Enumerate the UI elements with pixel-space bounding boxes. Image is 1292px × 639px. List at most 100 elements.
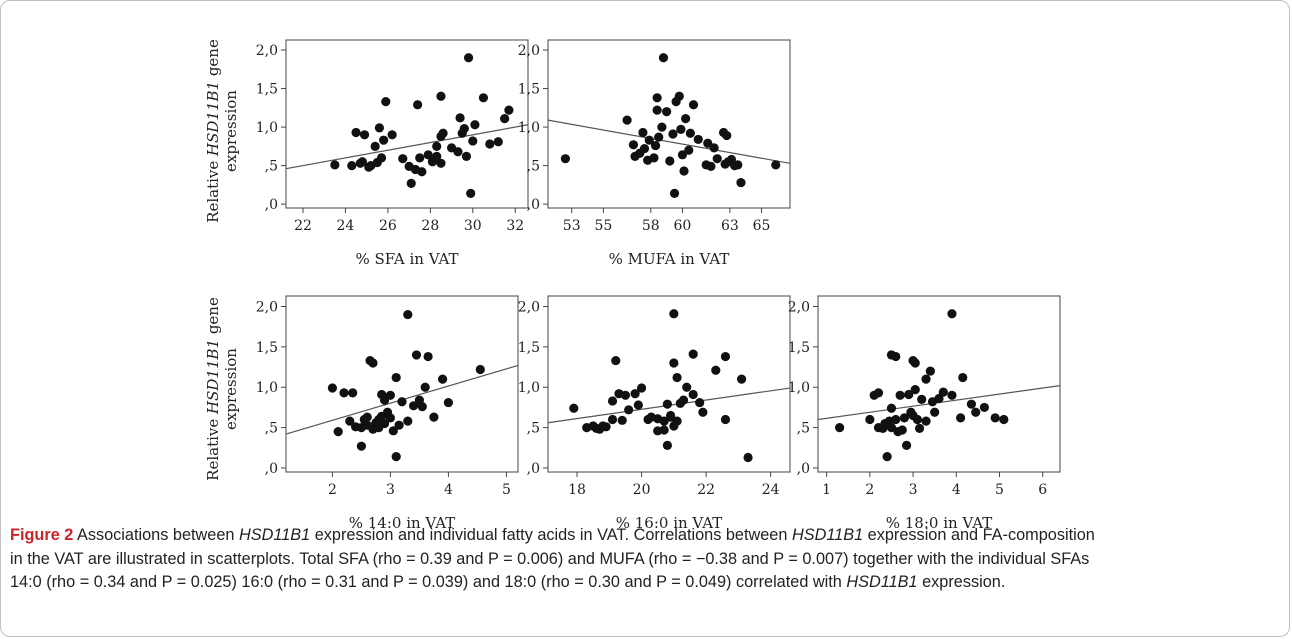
data-point [999,414,1009,425]
data-point [910,358,920,368]
x-tick-label: 5 [502,482,511,498]
data-point [432,141,442,151]
data-point [385,413,395,423]
data-point [736,177,746,188]
data-point [569,403,579,413]
data-point [411,350,422,360]
data-point [930,407,940,417]
y-tick-label: 1,0 [256,380,278,396]
data-point [423,150,433,160]
data-point [947,390,957,400]
data-point [417,402,427,412]
y-tick-label: ,5 [527,421,540,437]
x-tick-label: 24 [762,482,780,498]
caption-text: Associations between [73,526,239,544]
scatter-panel-1: ,0 ,5 1,0 1,5 2,0 22 24 26 28 30 32 % SFA in VAT [256,39,529,268]
data-point [500,114,510,124]
data-point [339,388,349,398]
data-point [362,412,372,422]
plot-frame [285,295,519,473]
y-tick-label: ,5 [527,159,540,175]
x-tick-label: 4 [952,482,961,498]
caption-label: Figure 2 [10,526,74,544]
data-point [409,401,419,411]
data-point [722,130,732,141]
data-point [438,128,448,138]
data-point [348,388,358,398]
data-point [650,140,661,151]
y-tick-label: 2,0 [256,43,278,59]
y-tick-label: 1,5 [518,340,540,356]
data-point [351,127,361,138]
data-point [347,161,357,171]
data-point [654,132,664,142]
data-point [658,53,669,63]
svg-text:Relative HSD11B1 gene: Relative HSD11B1 gene [204,39,222,223]
data-point [394,420,404,430]
data-point [357,157,368,167]
fit-line [285,124,529,170]
data-point [638,127,648,138]
data-point [886,403,897,413]
data-point [921,416,931,426]
x-tick-label: 24 [337,218,355,234]
data-point [703,138,713,148]
x-tick-label: 18 [568,482,586,498]
scatter-panel-4: ,0 ,5 1,0 1,5 2,0 18 20 22 24 % 16:0 in VAT [518,295,791,532]
data-point [423,351,433,362]
data-point [620,390,631,400]
y-tick-label: 2,0 [518,43,540,59]
data-point [910,385,920,395]
data-point [681,114,691,124]
gene-name: HSD11B1 [846,573,918,591]
data-point [891,351,901,362]
x-tick-label: 22 [294,218,312,234]
data-point [666,410,676,421]
x-tick-label: 6 [1038,482,1047,498]
figure-caption: Figure 2 Associations between HSD11B1 ex… [10,524,1280,595]
plot-frame [817,295,1061,473]
data-point [665,156,675,166]
data-point [644,135,654,145]
data-point [882,452,892,462]
x-tick-label: 4 [444,482,453,498]
data-point [391,452,401,462]
data-point [345,416,355,426]
y-tick-label: ,5 [797,421,810,437]
data-point [925,366,935,376]
data-point [436,158,446,168]
x-tick-label: 20 [633,482,651,498]
x-axis-label: % MUFA in VAT [609,250,730,268]
data-point [415,153,425,163]
data-point [475,364,485,375]
caption-line-1: Figure 2 Associations between HSD11B1 ex… [10,524,1280,548]
data-point [908,410,918,421]
data-point [406,178,416,188]
data-point [709,143,719,153]
y-axis-label-bottom: Relative HSD11B1 gene expression [204,297,240,481]
data-point [359,130,370,140]
data-point [356,441,366,451]
data-point [682,382,692,392]
data-point [891,414,901,425]
y-tick-label: 1,5 [518,82,540,98]
data-point [990,413,1000,423]
data-point [956,413,966,423]
x-tick-label: 55 [594,218,612,234]
data-point [917,394,927,404]
data-point [669,309,679,319]
data-point [652,93,662,103]
ylabel-part-2: HSD11B1 [204,339,222,415]
data-point [436,91,446,101]
data-point [897,425,907,435]
data-point [622,115,632,125]
data-point [669,358,679,368]
data-point [676,124,686,134]
scatter-panel-5: ,0 ,5 1,0 1,5 2,0 1 2 3 4 5 6 % 18:0 in VAT [788,295,1061,532]
data-point [376,153,387,163]
data-point [493,137,503,147]
data-point [560,154,570,164]
data-point [639,144,650,154]
data-point [453,147,463,157]
